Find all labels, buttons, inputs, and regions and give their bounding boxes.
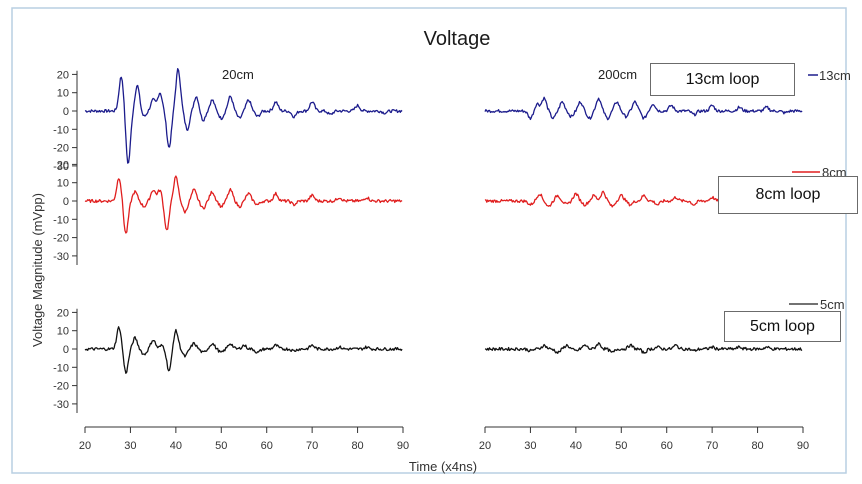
y-tick-label: 0 (63, 344, 69, 356)
x-tick-label: 80 (751, 440, 763, 452)
callout-13cm-loop: 13cm loop (650, 63, 795, 96)
x-tick-label: 50 (615, 440, 627, 452)
column-label-200cm: 200cm (598, 67, 637, 82)
y-tick-label: -30 (53, 161, 69, 173)
trace-8cm-20cm (84, 175, 403, 234)
trace-5cm-200cm (484, 342, 803, 354)
y-tick-label: 10 (57, 88, 69, 100)
x-axis-label: Time (x4ns) (409, 459, 477, 474)
x-tick-label: 20 (79, 440, 91, 452)
y-tick-label: -20 (53, 233, 69, 245)
x-tick-label: 40 (570, 440, 582, 452)
y-tick-label: 10 (57, 326, 69, 338)
x-tick-label: 70 (306, 440, 318, 452)
x-tick-label: 50 (215, 440, 227, 452)
y-tick-label: 0 (63, 196, 69, 208)
y-tick-label: 20 (57, 159, 69, 171)
x-tick-label: 80 (351, 440, 363, 452)
y-tick-label: -10 (53, 362, 69, 374)
axes: 20100-10-20-3020100-10-20-3020100-10-20-… (53, 69, 809, 452)
y-tick-label: 10 (57, 178, 69, 190)
column-label-20cm: 20cm (222, 67, 254, 82)
y-tick-label: -30 (53, 251, 69, 263)
callout-5cm-loop: 5cm loop (724, 311, 841, 342)
x-tick-label: 30 (124, 440, 136, 452)
trace-13cm-200cm (484, 96, 803, 121)
chart-title: Voltage (424, 28, 491, 50)
x-tick-label: 70 (706, 440, 718, 452)
x-tick-label: 30 (524, 440, 536, 452)
y-tick-label: -30 (53, 399, 69, 411)
trace-5cm-20cm (84, 326, 403, 374)
y-tick-label: 0 (63, 106, 69, 118)
legend-label-13cm: 13cm (819, 68, 851, 83)
x-tick-label: 60 (261, 440, 273, 452)
y-axis-label: Voltage Magnitude (mVpp) (30, 193, 45, 347)
x-tick-label: 90 (797, 440, 809, 452)
x-tick-label: 90 (397, 440, 409, 452)
y-tick-label: 20 (57, 307, 69, 319)
x-tick-label: 60 (661, 440, 673, 452)
y-tick-label: 20 (57, 69, 69, 81)
trace-13cm-20cm (84, 67, 403, 164)
y-tick-label: -10 (53, 124, 69, 136)
callout-8cm-loop: 8cm loop (718, 176, 858, 214)
x-tick-label: 40 (170, 440, 182, 452)
x-tick-label: 20 (479, 440, 491, 452)
y-tick-label: -10 (53, 214, 69, 226)
legend-label-5cm: 5cm (820, 297, 845, 312)
y-tick-label: -20 (53, 143, 69, 155)
y-tick-label: -20 (53, 381, 69, 393)
